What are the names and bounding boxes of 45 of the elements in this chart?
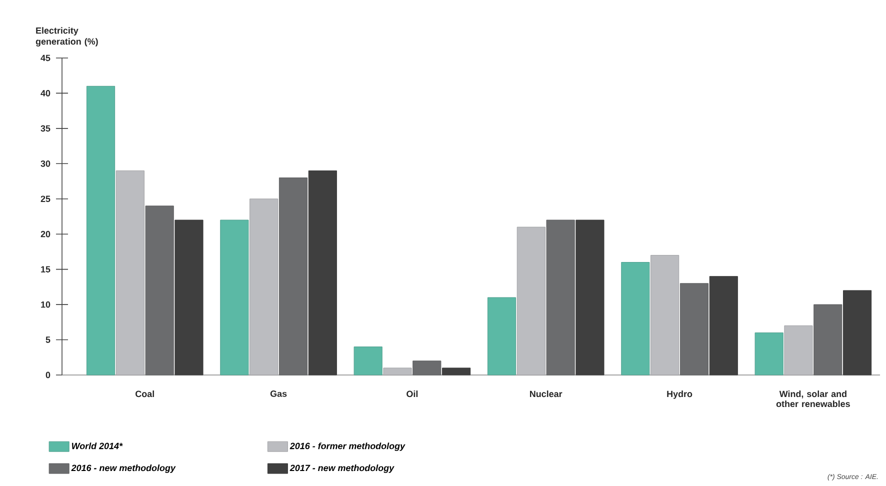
legend-label: World 2014* [72, 442, 123, 450]
bar [576, 220, 604, 376]
x-tick-label: Wind, solar and other renewables [776, 390, 850, 408]
y-tick-label: 20 [40, 230, 50, 238]
bar [220, 220, 249, 376]
bar [754, 332, 784, 376]
y-tick-label: 40 [40, 90, 50, 96]
bar [621, 262, 650, 376]
bar [784, 325, 813, 376]
bar [383, 368, 412, 376]
y-tick-label: 35 [40, 125, 50, 132]
y-tick-label: 15 [41, 266, 50, 272]
x-tick-label: Hydro [667, 390, 692, 399]
y-tick-label: 45 [40, 54, 50, 62]
x-tick-label: Oil [406, 390, 418, 398]
bar [650, 254, 680, 376]
y-axis-title: Electricity generation (%) [36, 27, 98, 46]
y-tick-label: 5 [46, 336, 50, 343]
bar [442, 368, 471, 376]
bar [412, 360, 442, 376]
y-tick-label: 25 [40, 196, 50, 202]
bar [250, 198, 278, 376]
bar [116, 170, 144, 376]
bar [487, 297, 516, 376]
bar [308, 170, 337, 376]
bar [546, 220, 575, 376]
legend-label: 2016 - new methodology [71, 464, 176, 473]
bar [86, 86, 116, 376]
legend-label: 2017 - new methodology [290, 464, 394, 473]
legend-label: 2016 - former methodology [290, 442, 406, 451]
bar [174, 220, 204, 376]
bar [814, 304, 842, 376]
bar [709, 276, 738, 376]
y-tick-label: 0 [46, 372, 50, 378]
y-tick-label: 10 [41, 301, 50, 308]
x-tick-label: Nuclear [530, 390, 562, 398]
x-tick-label: Coal [136, 390, 154, 398]
bar [354, 346, 382, 376]
bar [843, 290, 872, 376]
x-tick-label: Gas [270, 390, 287, 397]
bar [680, 283, 709, 376]
bar [145, 206, 174, 376]
y-tick-label: 30 [40, 160, 50, 167]
bar [278, 177, 308, 376]
bar [516, 226, 546, 376]
